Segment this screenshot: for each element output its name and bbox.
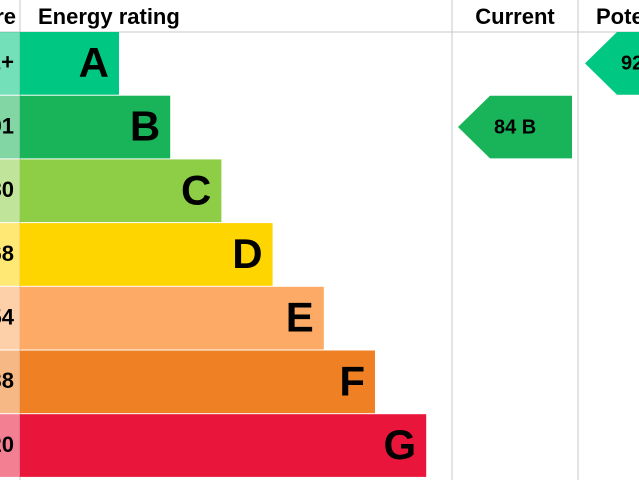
score-header: Score <box>0 4 16 29</box>
score-cell <box>0 223 20 286</box>
potential-label: 92 A <box>621 53 639 75</box>
score-cell <box>0 414 20 477</box>
rating-letter: G <box>384 421 417 468</box>
potential-header: Potential <box>596 4 639 29</box>
rating-letter: D <box>232 230 262 277</box>
rating-letter: B <box>130 103 160 150</box>
rating-bar <box>20 223 273 286</box>
score-range: 39-54 <box>0 304 15 329</box>
score-range: 69-80 <box>0 177 14 202</box>
rating-letter: C <box>181 166 211 213</box>
rating-letter: F <box>339 357 365 404</box>
score-cell <box>0 286 20 350</box>
rating-bar <box>20 414 427 477</box>
score-range: 81-91 <box>0 113 14 138</box>
score-range: 21-38 <box>0 368 14 393</box>
rating-bar <box>20 32 119 95</box>
rating-letter: A <box>79 39 109 86</box>
rating-bar <box>20 286 324 350</box>
rating-bar <box>20 159 222 223</box>
score-cell <box>0 32 20 95</box>
score-cell <box>0 350 20 414</box>
score-cell <box>0 159 20 223</box>
rating-bar <box>20 95 171 159</box>
score-range: 55-68 <box>0 241 14 266</box>
potential-arrow <box>585 32 639 95</box>
current-arrow <box>458 95 572 159</box>
current-label: 84 B <box>494 116 536 138</box>
score-range: 1-20 <box>0 432 14 457</box>
current-header: Current <box>475 4 555 29</box>
rating-header: Energy rating <box>38 4 180 29</box>
score-cell <box>0 95 20 159</box>
rating-letter: E <box>286 294 314 341</box>
score-range: 92+ <box>0 50 14 75</box>
rating-bar <box>20 350 375 414</box>
